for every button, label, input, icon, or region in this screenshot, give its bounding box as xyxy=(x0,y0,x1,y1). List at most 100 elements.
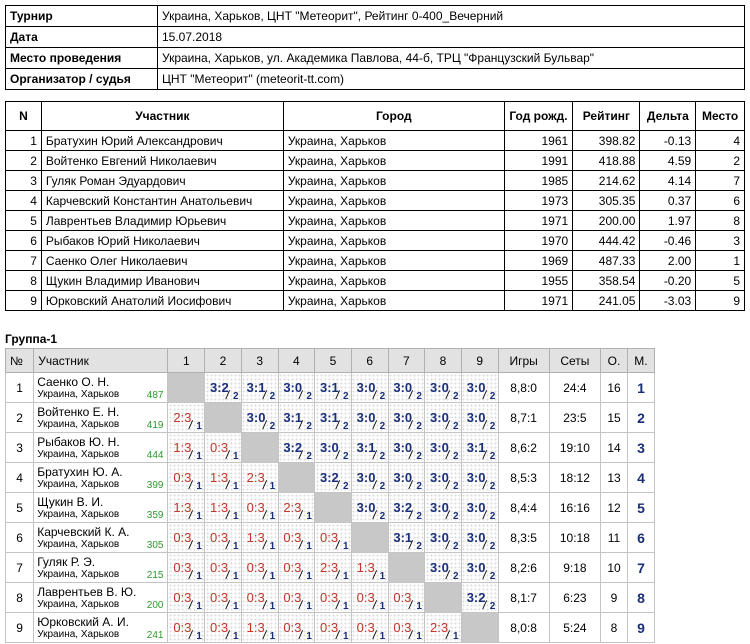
group-col-points: О. xyxy=(600,348,628,373)
match-score: 0:3/1 xyxy=(353,614,387,642)
match-result-cell[interactable]: 0:3/1 xyxy=(204,552,242,583)
info-row: Дата 15.07.2018 xyxy=(5,26,745,48)
match-result-cell[interactable]: 2:3/1 xyxy=(314,552,352,583)
match-points: 1 xyxy=(306,570,312,582)
match-result-cell[interactable]: 3:1/2 xyxy=(350,432,389,463)
match-result-cell[interactable]: 3:0/2 xyxy=(424,552,462,583)
match-set-score: 3:2 xyxy=(466,589,486,605)
match-result-cell[interactable]: 3:0/2 xyxy=(424,462,462,493)
match-result-cell[interactable]: 0:3/1 xyxy=(204,612,242,643)
match-result-cell[interactable]: 3:2/2 xyxy=(204,372,242,403)
match-result-cell[interactable]: 0:3/1 xyxy=(277,552,316,583)
match-result-cell[interactable]: 3:0/2 xyxy=(424,492,462,523)
match-result-cell[interactable]: 3:1/2 xyxy=(277,402,316,433)
match-result-cell[interactable]: 3:0/2 xyxy=(424,522,462,553)
match-result-cell[interactable]: 0:3/1 xyxy=(350,582,389,613)
match-result-cell[interactable]: 0:3/1 xyxy=(277,522,316,553)
match-set-score: 3:2 xyxy=(283,439,303,455)
match-result-cell[interactable]: 3:0/2 xyxy=(424,432,462,463)
match-score: 1:3/1 xyxy=(206,464,240,492)
match-result-cell[interactable]: 3:0/2 xyxy=(240,402,279,433)
participant-row: 8 Щукин Владимир Иванович Украина, Харьков… xyxy=(5,270,745,291)
match-result-cell[interactable]: 3:0/2 xyxy=(350,402,389,433)
match-result-cell[interactable]: 0:3/1 xyxy=(167,612,206,643)
match-result-cell[interactable]: 3:0/2 xyxy=(277,372,316,403)
match-result-cell[interactable]: 3:0/2 xyxy=(314,432,352,463)
match-result-cell[interactable]: 0:3/1 xyxy=(387,582,426,613)
match-result-cell[interactable]: 1:3/1 xyxy=(167,432,206,463)
match-points: 2 xyxy=(453,420,459,432)
match-result-cell[interactable]: 3:0/2 xyxy=(350,462,389,493)
match-points: 1 xyxy=(379,570,386,582)
slash-icon: / xyxy=(408,507,414,522)
match-set-score: 3:0 xyxy=(246,409,266,425)
match-points: 1 xyxy=(232,450,239,462)
match-result-cell[interactable]: 2:3/1 xyxy=(277,492,316,523)
match-result-cell[interactable]: 3:2/2 xyxy=(277,432,316,463)
match-result-cell[interactable]: 0:3/1 xyxy=(240,582,279,613)
self-match-cell xyxy=(167,372,206,403)
match-result-cell[interactable]: 0:3/1 xyxy=(240,552,279,583)
match-result-cell[interactable]: 0:3/1 xyxy=(167,582,206,613)
match-result-cell[interactable]: 3:0/2 xyxy=(460,372,499,403)
match-result-cell[interactable]: 3:2/2 xyxy=(460,582,499,613)
participant-number: 3 xyxy=(5,170,42,191)
match-points: 1 xyxy=(196,510,202,522)
match-result-cell[interactable]: 0:3/1 xyxy=(350,612,389,643)
match-points: 1 xyxy=(232,630,239,642)
match-result-cell[interactable]: 0:3/1 xyxy=(167,522,206,553)
match-result-cell[interactable]: 1:3/1 xyxy=(350,552,389,583)
match-result-cell[interactable]: 3:1/2 xyxy=(314,372,352,403)
match-result-cell[interactable]: 3:0/2 xyxy=(350,372,389,403)
match-result-cell[interactable]: 0:3/1 xyxy=(167,462,206,493)
match-points: 1 xyxy=(196,570,202,582)
match-result-cell[interactable]: 0:3/1 xyxy=(277,612,316,643)
match-result-cell[interactable]: 3:0/2 xyxy=(424,402,462,433)
match-result-cell[interactable]: 3:0/2 xyxy=(424,372,462,403)
match-result-cell[interactable]: 0:3/1 xyxy=(314,522,352,553)
match-result-cell[interactable]: 3:0/2 xyxy=(460,522,499,553)
match-result-cell[interactable]: 3:2/2 xyxy=(314,462,352,493)
match-result-cell[interactable]: 0:3/1 xyxy=(314,582,352,613)
match-result-cell[interactable]: 0:3/1 xyxy=(314,612,352,643)
match-result-cell[interactable]: 1:3/1 xyxy=(204,492,242,523)
match-result-cell[interactable]: 3:0/2 xyxy=(460,402,499,433)
match-result-cell[interactable]: 2:3/1 xyxy=(240,462,279,493)
match-result-cell[interactable]: 2:3/1 xyxy=(167,402,206,433)
match-result-cell[interactable]: 3:0/2 xyxy=(460,462,499,493)
match-result-cell[interactable]: 3:1/2 xyxy=(460,432,499,463)
match-points: 2 xyxy=(306,390,312,402)
match-result-cell[interactable]: 2:3/1 xyxy=(424,612,462,643)
match-result-cell[interactable]: 0:3/1 xyxy=(277,582,316,613)
match-result-cell[interactable]: 1:3/1 xyxy=(240,522,279,553)
match-result-cell[interactable]: 0:3/1 xyxy=(204,432,242,463)
match-set-score: 0:3 xyxy=(320,619,339,635)
participant-city: Украина, Харьков xyxy=(282,190,505,211)
match-result-cell[interactable]: 0:3/1 xyxy=(240,492,279,523)
match-result-cell[interactable]: 3:0/2 xyxy=(350,492,389,523)
match-result-cell[interactable]: 1:3/1 xyxy=(204,462,242,493)
info-label: Организатор / судья xyxy=(5,68,158,90)
match-result-cell[interactable]: 1:3/1 xyxy=(167,492,206,523)
match-result-cell[interactable]: 3:0/2 xyxy=(460,552,499,583)
match-result-cell[interactable]: 3:1/2 xyxy=(387,522,426,553)
match-result-cell[interactable]: 3:0/2 xyxy=(387,402,426,433)
match-result-cell[interactable]: 3:0/2 xyxy=(460,492,499,523)
group-col-1: 1 xyxy=(167,348,206,373)
match-result-cell[interactable]: 3:0/2 xyxy=(387,462,426,493)
match-set-score: 0:3 xyxy=(356,619,375,635)
group-points: 10 xyxy=(600,552,628,583)
match-result-cell[interactable]: 3:0/2 xyxy=(387,432,426,463)
match-score: 3:0/2 xyxy=(426,494,460,522)
match-result-cell[interactable]: 3:2/2 xyxy=(387,492,426,523)
match-score: 3:0/2 xyxy=(389,374,423,402)
match-result-cell[interactable]: 3:1/2 xyxy=(314,402,352,433)
match-result-cell[interactable]: 3:1/2 xyxy=(240,372,279,403)
match-result-cell[interactable]: 0:3/1 xyxy=(387,612,426,643)
match-set-score: 3:2 xyxy=(209,379,229,395)
match-result-cell[interactable]: 3:0/2 xyxy=(387,372,426,403)
match-result-cell[interactable]: 0:3/1 xyxy=(204,522,242,553)
match-result-cell[interactable]: 0:3/1 xyxy=(204,582,242,613)
match-result-cell[interactable]: 1:3/1 xyxy=(240,612,279,643)
match-result-cell[interactable]: 0:3/1 xyxy=(167,552,206,583)
